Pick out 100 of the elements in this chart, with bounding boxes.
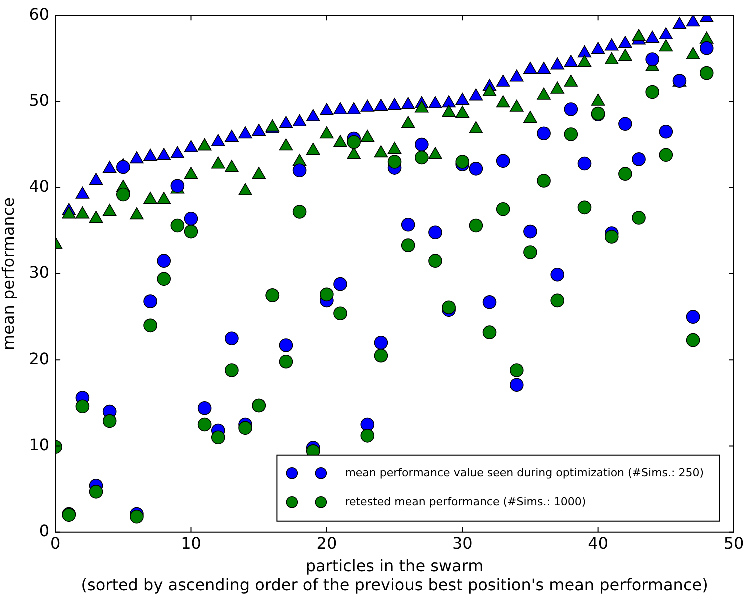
y-axis-title: mean performance [0,198,18,350]
point [632,211,646,225]
point [225,160,239,172]
point [415,138,429,152]
point [456,92,470,106]
point [401,97,416,110]
point [496,202,510,216]
point [659,124,674,139]
x-axis-title: particles in the swarm (sorted by ascending order of the previous best position's mean performance) [81,556,708,595]
point [510,364,524,378]
point [591,42,606,54]
point [157,254,172,268]
point [401,238,416,252]
point [130,152,144,164]
point [401,116,416,128]
point [225,130,239,142]
point [279,138,294,151]
point [360,429,375,443]
point [184,140,198,152]
point [252,167,266,180]
point [686,310,700,324]
x-tick-label: 40 [588,534,608,554]
point [238,126,252,139]
point [469,121,484,134]
point [550,294,565,308]
point [456,106,470,118]
y-tick-label: 10 [29,435,50,454]
y-tick-label: 0 [39,522,50,541]
point [225,332,239,346]
point [157,192,172,204]
point [646,30,660,44]
point [76,186,90,199]
point [618,49,632,62]
point [306,109,320,122]
point [144,318,158,333]
point [374,146,388,158]
point [604,230,619,244]
point [184,212,198,226]
point [157,148,172,160]
x-tick-label: 10 [181,534,202,554]
point [482,326,497,340]
point [334,277,348,292]
point [428,254,442,268]
point [211,430,226,445]
point [320,288,334,302]
point [632,29,646,42]
point [604,52,619,65]
point [279,116,294,128]
point [564,55,578,68]
point [102,204,117,216]
legend-label: retested mean performance (#Sims.: 1000) [345,495,586,508]
point [89,485,104,499]
point [415,100,429,113]
point [632,152,646,166]
y-tick-label: 20 [29,349,50,368]
point [564,102,578,116]
point [374,99,388,112]
point [618,36,632,48]
x-tick-label: 50 [724,534,744,554]
point [292,164,307,178]
point [537,62,551,74]
point [659,40,674,52]
point [550,58,564,70]
point [524,224,538,239]
point [510,70,524,82]
point [211,134,226,146]
point [279,338,294,352]
point [130,510,144,524]
point [659,148,674,162]
point [564,74,578,87]
point [618,167,632,181]
point [292,205,307,219]
point [524,62,538,74]
point [537,174,551,188]
point [510,100,524,112]
point [428,96,442,108]
point [537,88,551,100]
point [604,38,619,51]
point [334,306,348,321]
point [320,103,334,116]
y-tick-label: 50 [29,90,50,110]
point [591,94,606,106]
point [388,142,402,154]
point [360,130,375,142]
point [89,210,104,224]
point [482,296,497,310]
point [524,246,538,260]
point [496,96,510,108]
point [198,401,212,416]
point [442,300,456,314]
point [564,128,578,142]
point [469,218,484,233]
point [578,46,592,58]
point [469,162,484,176]
point [428,226,442,240]
point [578,200,592,215]
point [347,147,361,160]
x-tick-label: 30 [452,534,473,554]
point [469,88,484,101]
y-tick-label: 30 [29,263,50,282]
